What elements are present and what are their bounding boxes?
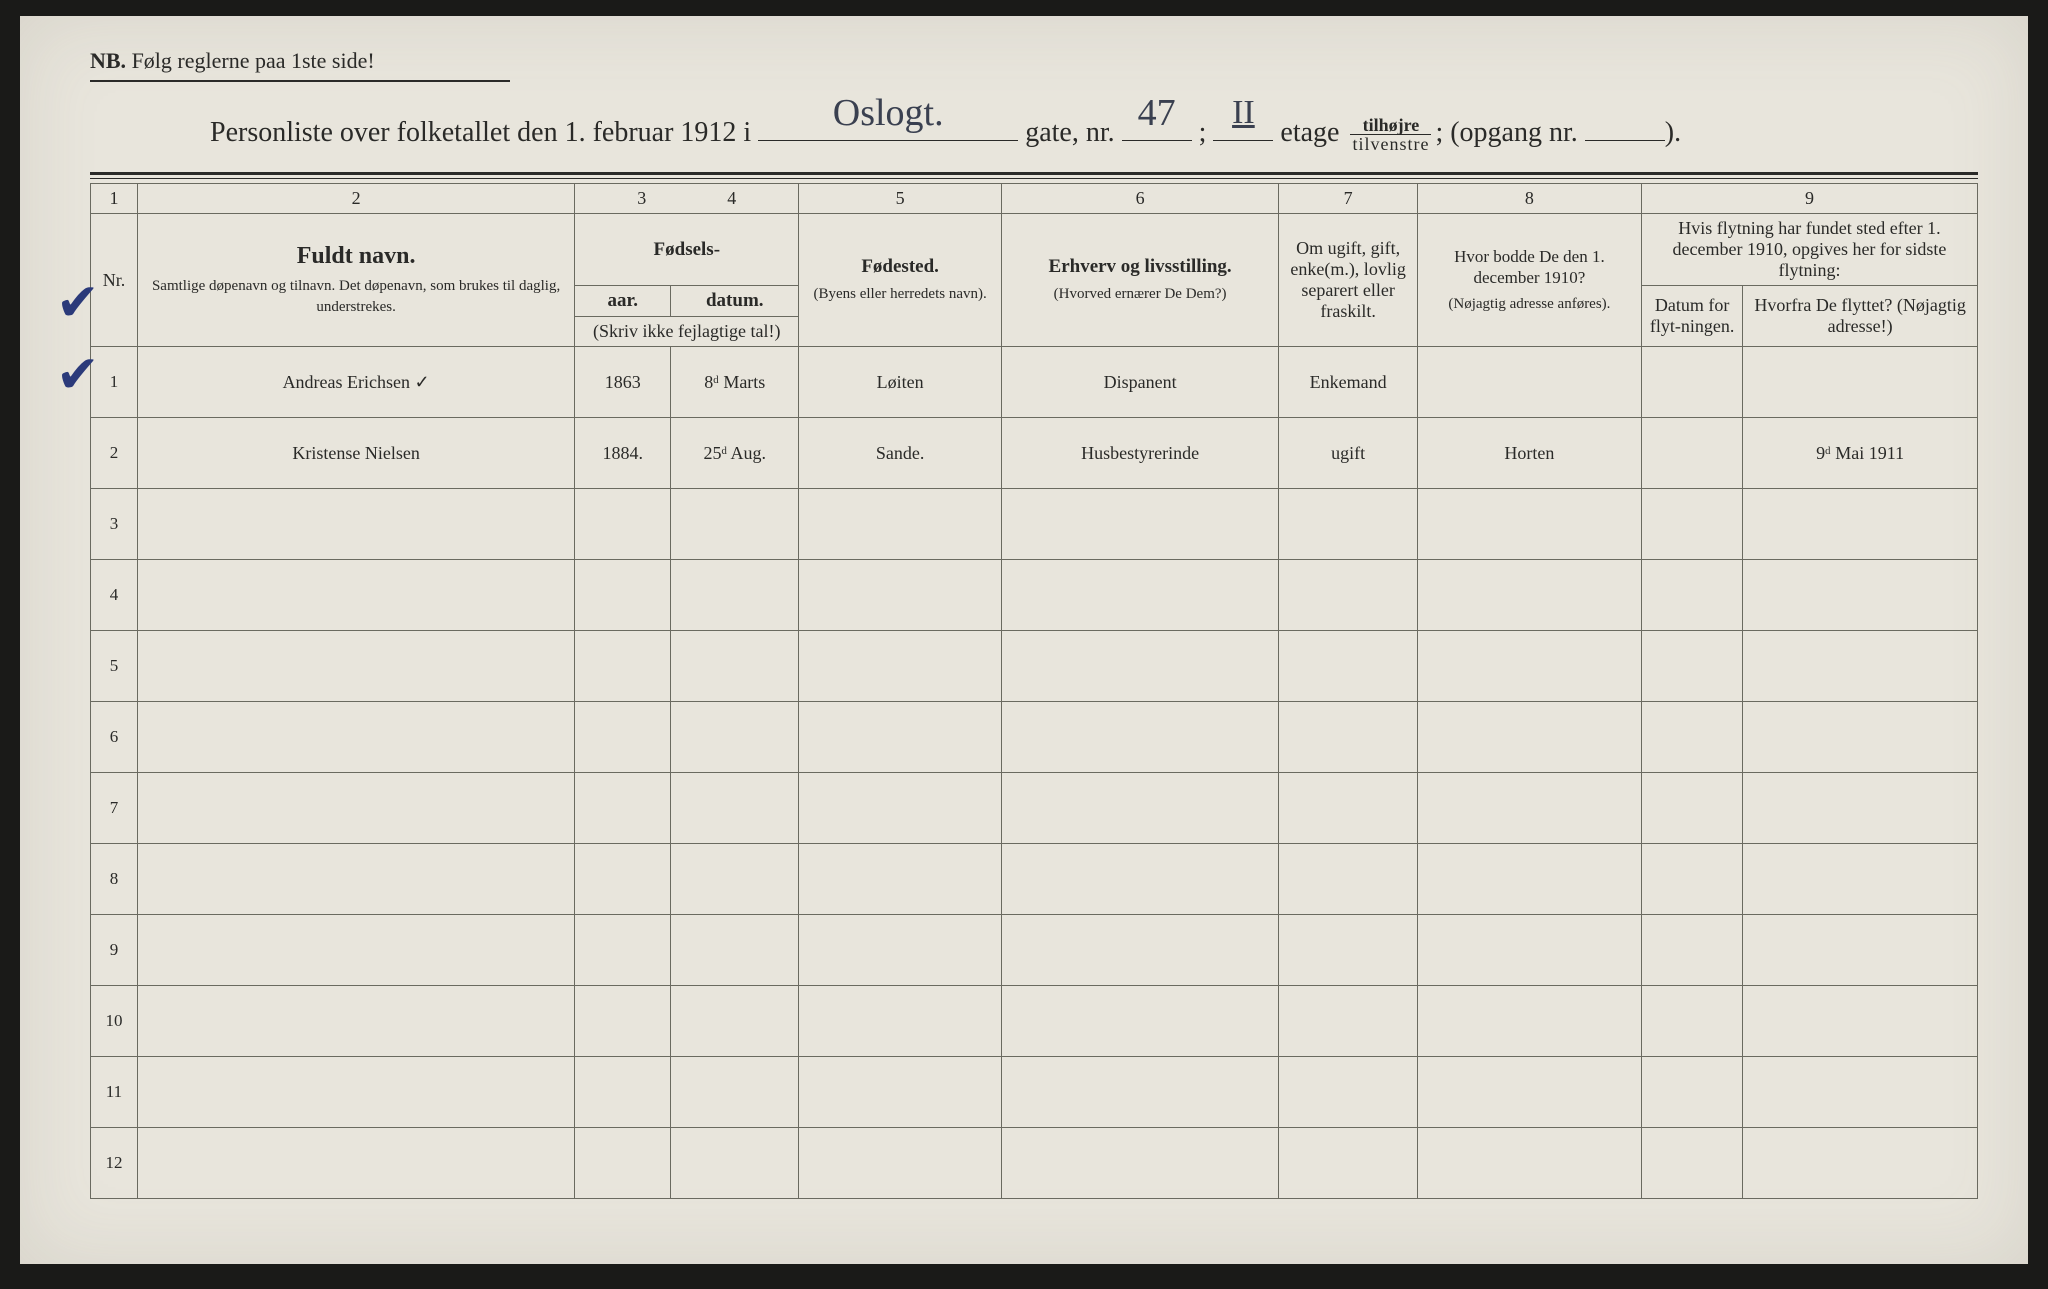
cell-nr: 6 bbox=[91, 702, 138, 773]
table-row: 7 bbox=[91, 773, 1978, 844]
cell-date: 8ᵈ Marts bbox=[671, 347, 799, 418]
colnum-8: 8 bbox=[1417, 184, 1641, 214]
nb-instruction: NB. Følg reglerne paa 1ste side! bbox=[90, 48, 1978, 74]
cell-nr: 4 bbox=[91, 560, 138, 631]
cell-nr: 12 bbox=[91, 1128, 138, 1199]
cell-mdate bbox=[1641, 418, 1742, 489]
checkmark-row2: ✔ bbox=[56, 350, 100, 402]
table-row: 1 Andreas Erichsen ✓ 1863 8ᵈ Marts Løite… bbox=[91, 347, 1978, 418]
entry-blank bbox=[1585, 113, 1665, 141]
gate-label: gate, nr. bbox=[1025, 117, 1114, 148]
cell-nr: 11 bbox=[91, 1057, 138, 1128]
cell-name: Kristense Nielsen bbox=[137, 418, 574, 489]
colnum-3-4: 3 4 bbox=[575, 184, 799, 214]
table-row: 9 bbox=[91, 915, 1978, 986]
colnum-9: 9 bbox=[1641, 184, 1977, 214]
colnum-6: 6 bbox=[1001, 184, 1278, 214]
table-row: 11 bbox=[91, 1057, 1978, 1128]
cell-date: 25ᵈ Aug. bbox=[671, 418, 799, 489]
table-row: 10 bbox=[91, 986, 1978, 1057]
cell-occ: Husbestyrerinde bbox=[1001, 418, 1278, 489]
cell-name: Andreas Erichsen ✓ bbox=[137, 347, 574, 418]
hdr-name: Fuldt navn. Samtlige døpenavn og tilnavn… bbox=[137, 214, 574, 347]
hdr-birth-date: datum. bbox=[671, 286, 799, 317]
cell-nr: 3 bbox=[91, 489, 138, 560]
cell-nr: 7 bbox=[91, 773, 138, 844]
hdr-birth-top: Fødsels- bbox=[575, 214, 799, 286]
cell-mfrom bbox=[1743, 347, 1978, 418]
hdr-name-big: Fuldt navn. bbox=[297, 243, 416, 269]
hdr-place: Fødested. (Byens eller herredets navn). bbox=[799, 214, 1002, 347]
cell-marital: Enkemand bbox=[1279, 347, 1418, 418]
cell-nr: 9 bbox=[91, 915, 138, 986]
frac-sep: ; bbox=[1435, 117, 1443, 148]
header-row-1: Nr. Fuldt navn. Samtlige døpenavn og til… bbox=[91, 214, 1978, 286]
colnum-5: 5 bbox=[799, 184, 1002, 214]
number-blank: 47 bbox=[1122, 113, 1192, 141]
title-close: ). bbox=[1665, 117, 1681, 148]
nb-underline bbox=[90, 80, 510, 82]
cell-res1910 bbox=[1417, 347, 1641, 418]
hdr-occupation: Erhverv og livsstilling. (Hvorved ernære… bbox=[1001, 214, 1278, 347]
frac-top: tilhøjre bbox=[1350, 116, 1431, 135]
cell-mfrom: 9ᵈ Mai 1911 bbox=[1743, 418, 1978, 489]
colnum-7: 7 bbox=[1279, 184, 1418, 214]
opgang-label: (opgang nr. bbox=[1450, 117, 1578, 148]
cell-nr: 8 bbox=[91, 844, 138, 915]
title-rule bbox=[90, 172, 1978, 179]
hdr-birth-note: (Skriv ikke fejlagtige tal!) bbox=[575, 317, 799, 347]
table-row: 6 bbox=[91, 702, 1978, 773]
colnum-1: 1 bbox=[91, 184, 138, 214]
cell-res1910: Horten bbox=[1417, 418, 1641, 489]
table-row: 3 bbox=[91, 489, 1978, 560]
cell-nr: 10 bbox=[91, 986, 138, 1057]
hdr-move-from: Hvorfra De flyttet? (Nøjagtig adresse!) bbox=[1743, 286, 1978, 347]
cell-year: 1863 bbox=[575, 347, 671, 418]
census-table: 1 2 3 4 5 6 7 8 9 Nr. Fuldt navn. Samtli… bbox=[90, 183, 1978, 1199]
table-row: 5 bbox=[91, 631, 1978, 702]
cell-place: Løiten bbox=[799, 347, 1002, 418]
etage-label: etage bbox=[1280, 117, 1339, 148]
hdr-birth-year: aar. bbox=[575, 286, 671, 317]
form-title-line: Personliste over folketallet den 1. febr… bbox=[90, 108, 1978, 158]
cell-nr: 5 bbox=[91, 631, 138, 702]
nb-text: Følg reglerne paa 1ste side! bbox=[132, 48, 375, 73]
cell-mdate bbox=[1641, 347, 1742, 418]
floor-blank: II bbox=[1213, 113, 1273, 141]
number-handwritten: 47 bbox=[1138, 88, 1176, 138]
hdr-move-top: Hvis flytning har fundet sted efter 1. d… bbox=[1641, 214, 1977, 286]
census-tbody: 1 Andreas Erichsen ✓ 1863 8ᵈ Marts Løite… bbox=[91, 347, 1978, 1199]
frac-bottom: tilvenstre bbox=[1350, 135, 1431, 153]
hdr-move-date: Datum for flyt-ningen. bbox=[1641, 286, 1742, 347]
side-fraction: tilhøjre tilvenstre bbox=[1350, 116, 1431, 153]
nb-prefix: NB. bbox=[90, 48, 126, 73]
cell-nr: 2 bbox=[91, 418, 138, 489]
census-form-page: ✔ ✔ NB. Følg reglerne paa 1ste side! Per… bbox=[20, 16, 2028, 1264]
street-blank: Oslogt. bbox=[758, 113, 1018, 141]
title-sep: ; bbox=[1199, 117, 1207, 148]
cell-year: 1884. bbox=[575, 418, 671, 489]
table-row: 4 bbox=[91, 560, 1978, 631]
colnum-2: 2 bbox=[137, 184, 574, 214]
table-row: 8 bbox=[91, 844, 1978, 915]
title-lead: Personliste over folketallet den 1. febr… bbox=[210, 117, 751, 148]
floor-handwritten: II bbox=[1232, 88, 1255, 138]
cell-place: Sande. bbox=[799, 418, 1002, 489]
column-number-row: 1 2 3 4 5 6 7 8 9 bbox=[91, 184, 1978, 214]
street-handwritten: Oslogt. bbox=[833, 88, 944, 138]
cell-marital: ugift bbox=[1279, 418, 1418, 489]
table-row: 2 Kristense Nielsen 1884. 25ᵈ Aug. Sande… bbox=[91, 418, 1978, 489]
table-row: 12 bbox=[91, 1128, 1978, 1199]
checkmark-row1: ✔ bbox=[56, 278, 100, 330]
hdr-marital: Om ugift, gift, enke(m.), lovlig separer… bbox=[1279, 214, 1418, 347]
hdr-residence-1910: Hvor bodde De den 1. december 1910? (Nøj… bbox=[1417, 214, 1641, 347]
hdr-name-small: Samtlige døpenavn og tilnavn. Det døpena… bbox=[144, 276, 568, 317]
cell-occ: Dispanent bbox=[1001, 347, 1278, 418]
